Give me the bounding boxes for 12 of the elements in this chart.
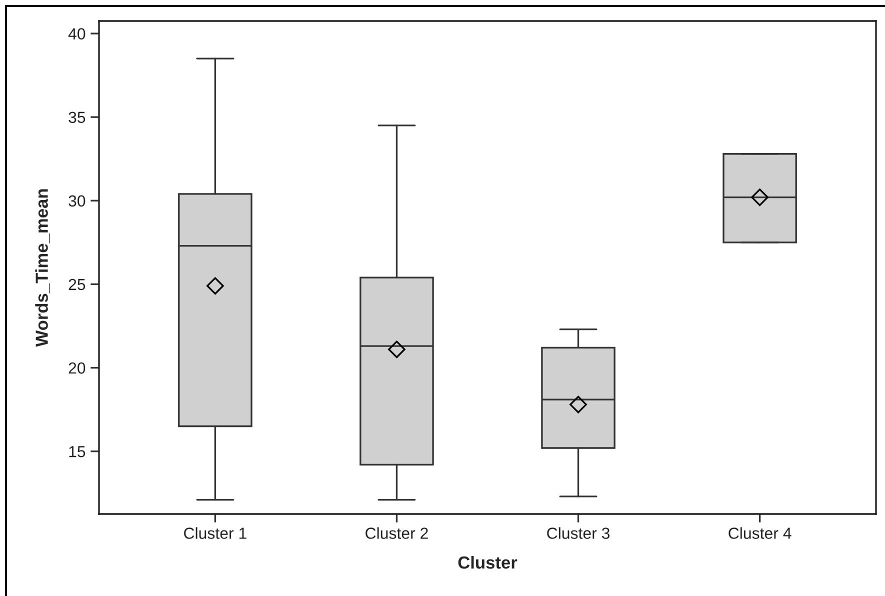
- x-tick-label: Cluster 4: [728, 527, 792, 539]
- y-tick-label: 20: [68, 362, 86, 374]
- x-axis-title: Cluster: [458, 556, 518, 569]
- y-tick-label: 25: [68, 278, 86, 290]
- y-tick-label: 15: [69, 446, 86, 458]
- x-tick-label: Cluster 2: [366, 527, 428, 539]
- y-tick-label: 30: [68, 195, 86, 207]
- y-axis-title: Words_Time_mean: [35, 189, 50, 347]
- x-tick-label: Cluster 1: [184, 527, 246, 539]
- y-tick-label: 35: [68, 112, 86, 124]
- x-tick-label: Cluster 3: [547, 527, 610, 539]
- y-tick-label: 40: [68, 28, 86, 40]
